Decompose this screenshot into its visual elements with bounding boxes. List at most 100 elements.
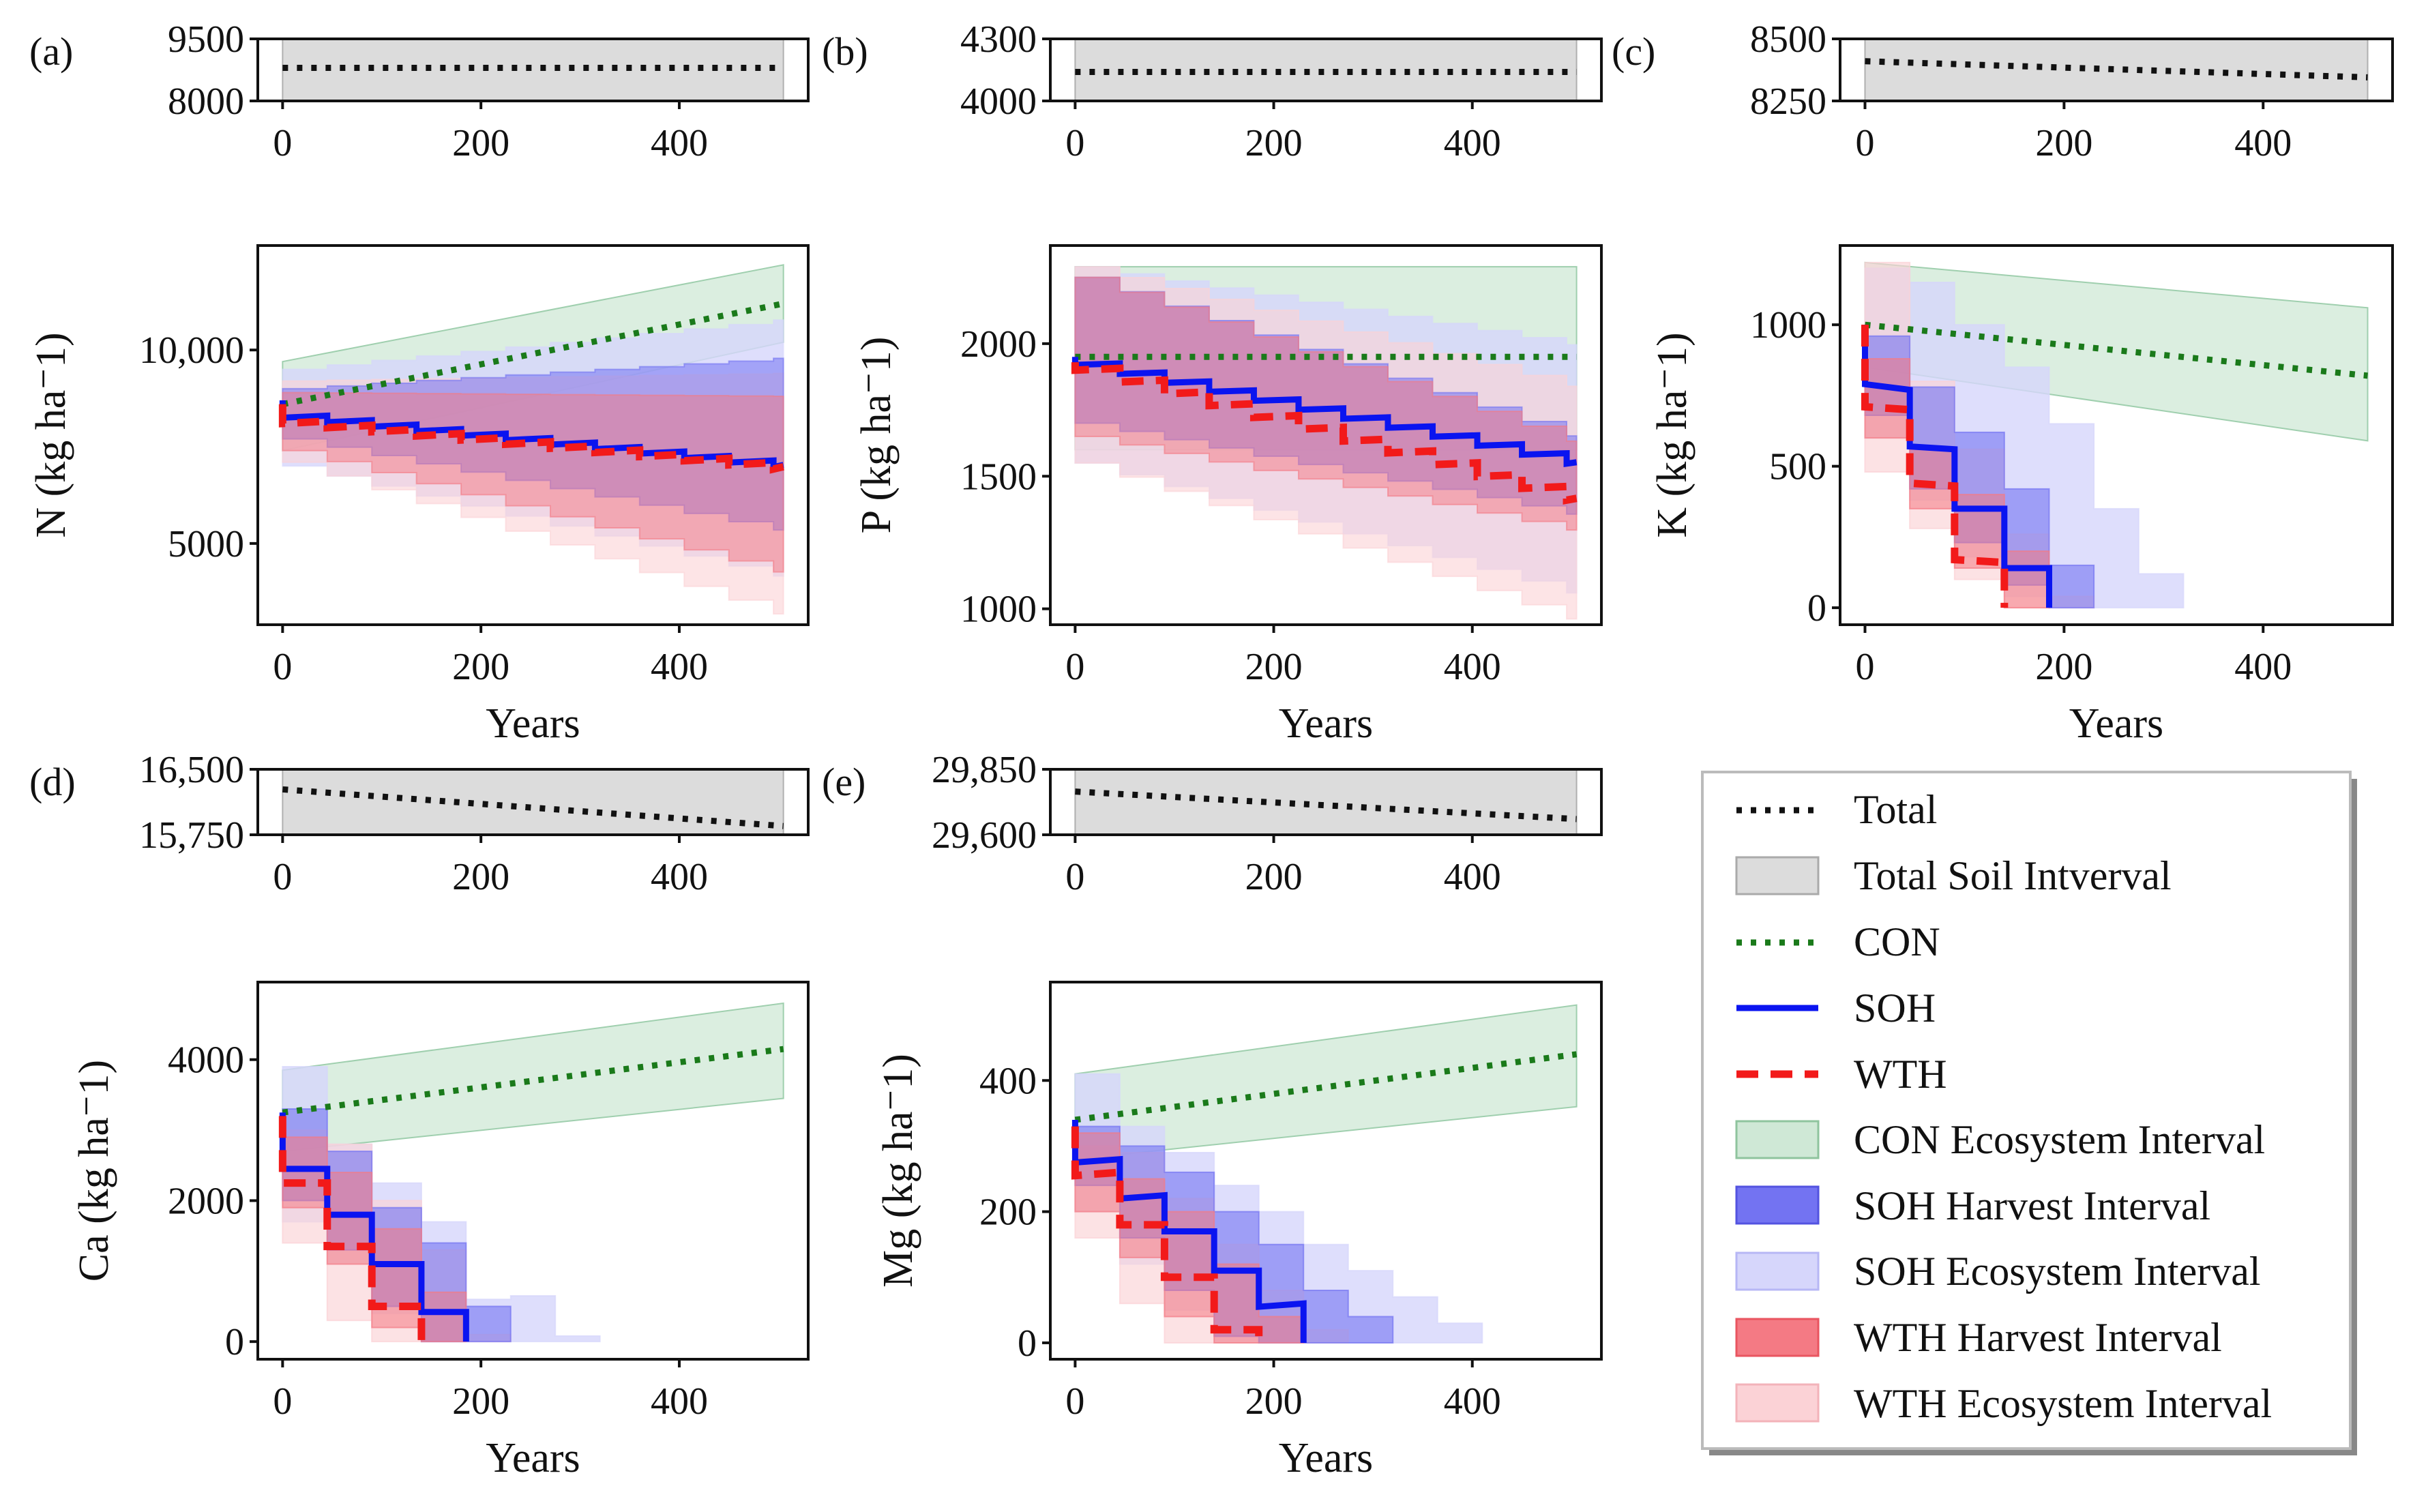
legend-con-label: CON — [1854, 919, 1940, 964]
top-x-tick-label: 200 — [2035, 122, 2092, 164]
x-tick-label: 0 — [1065, 646, 1084, 688]
x-axis-label: Years — [1279, 1435, 1373, 1481]
y-tick-label: 400 — [979, 1060, 1037, 1102]
top-y-tick-label: 29,600 — [932, 814, 1037, 857]
legend-wth-harvest-swatch — [1735, 1318, 1820, 1357]
main-axes-frame — [256, 981, 810, 1361]
plot-area — [278, 1002, 784, 1343]
y-tick-label: 1000 — [1750, 304, 1826, 346]
legend-con-eco-label: CON Ecosystem Interval — [1854, 1117, 2265, 1162]
legend-total-interval-label: Total Soil Intverval — [1854, 853, 2172, 898]
x-tick-label: 400 — [1444, 646, 1501, 688]
legend-soh-harvest-label: SOH Harvest Interval — [1854, 1183, 2210, 1228]
plot-area — [1071, 1004, 1578, 1344]
wth-harvest-band — [282, 391, 784, 573]
top-axes-frame — [256, 768, 810, 836]
x-tick-label: 0 — [1065, 1380, 1084, 1423]
top-y-tick-label: 4300 — [960, 18, 1037, 61]
total-soil-band — [1864, 38, 2369, 102]
legend-wth-eco-label: WTH Ecosystem Interval — [1854, 1381, 2272, 1426]
legend-con-eco-swatch — [1735, 1120, 1820, 1159]
top-x-tick-label: 0 — [1065, 122, 1084, 164]
top-x-tick-label: 400 — [2234, 122, 2292, 164]
y-axis-label: K (kg ha⁻1) — [1649, 332, 1696, 537]
top-x-tick-label: 400 — [651, 856, 708, 898]
top-x-tick-label: 400 — [1444, 856, 1501, 898]
top-axes-frame — [256, 38, 810, 102]
total-soil-band — [282, 769, 784, 835]
plot-area — [1861, 261, 2369, 609]
y-axis-label: P (kg ha⁻1) — [853, 337, 900, 534]
con-ecosystem-band — [282, 1002, 784, 1153]
top-x-tick-label: 200 — [452, 122, 509, 164]
legend-wth-eco-swatch — [1735, 1383, 1820, 1423]
panel-label: (b) — [822, 29, 868, 74]
wth-line — [278, 1116, 426, 1342]
x-axis-label: Years — [486, 700, 580, 747]
top-y-tick-label: 8500 — [1750, 18, 1826, 61]
x-tick-label: 400 — [1444, 1380, 1501, 1423]
legend-wth-harvest-label: WTH Harvest Interval — [1854, 1315, 2222, 1360]
top-x-tick-label: 0 — [273, 856, 292, 898]
main-axes-frame — [1049, 981, 1603, 1361]
panel-label: (c) — [1612, 29, 1655, 74]
y-tick-label: 0 — [1018, 1322, 1037, 1365]
panel-p: 4300 4000 0 200 400 (b) 2000 1500 1000 0 200 400 Yea… — [822, 18, 1603, 747]
x-tick-label: 200 — [452, 1380, 509, 1423]
top-x-tick-label: 200 — [452, 856, 509, 898]
x-tick-label: 200 — [1245, 1380, 1303, 1423]
y-tick-label: 200 — [979, 1191, 1037, 1234]
legend-total-interval-swatch — [1735, 856, 1820, 895]
wth-line — [1071, 362, 1578, 505]
soh-line — [1071, 1119, 1307, 1343]
y-axis-label: Ca (kg ha⁻1) — [71, 1060, 117, 1281]
y-tick-label: 5000 — [168, 523, 244, 565]
y-axis-label: Mg (kg ha⁻1) — [875, 1054, 921, 1288]
x-tick-label: 200 — [452, 646, 509, 688]
x-tick-label: 0 — [1855, 646, 1874, 688]
wth-line — [278, 404, 784, 474]
top-x-tick-label: 0 — [1855, 122, 1874, 164]
legend-total-label: Total — [1854, 787, 1937, 832]
wth-line — [1861, 325, 2009, 608]
soh-line — [1071, 357, 1578, 467]
top-axes-frame — [1049, 38, 1603, 102]
x-tick-label: 200 — [2035, 646, 2092, 688]
legend-wth-label: WTH — [1854, 1052, 1947, 1097]
top-axes-frame — [1839, 38, 2394, 102]
panel-label: (e) — [822, 760, 865, 804]
top-x-tick-label: 400 — [651, 122, 708, 164]
y-tick-label: 4000 — [168, 1039, 244, 1082]
y-tick-label: 1000 — [960, 589, 1037, 631]
plot-area — [1071, 266, 1578, 620]
top-y-tick-label: 15,750 — [139, 814, 244, 857]
x-tick-label: 400 — [651, 1380, 708, 1423]
con-line — [282, 1046, 784, 1116]
top-axes-frame — [1049, 768, 1603, 836]
x-tick-label: 0 — [273, 646, 292, 688]
plot-area — [278, 264, 784, 615]
legend-soh-eco-label: SOH Ecosystem Interval — [1854, 1249, 2261, 1294]
top-y-tick-label: 8250 — [1750, 80, 1826, 123]
y-tick-label: 10,000 — [139, 329, 244, 372]
x-axis-label: Years — [486, 1435, 580, 1481]
top-x-tick-label: 200 — [1245, 122, 1303, 164]
panel-label: (d) — [29, 760, 76, 804]
wth-line — [1071, 1126, 1263, 1343]
y-tick-label: 0 — [225, 1321, 244, 1363]
main-axes-frame — [1049, 244, 1603, 626]
total-line — [1865, 58, 2368, 80]
y-tick-label: 0 — [1807, 587, 1826, 629]
top-y-tick-label: 9500 — [168, 18, 244, 61]
top-y-tick-label: 29,850 — [932, 749, 1037, 791]
total-line — [1075, 788, 1577, 822]
y-tick-label: 500 — [1769, 446, 1826, 488]
legend-soh-eco-swatch — [1735, 1251, 1820, 1291]
top-x-tick-label: 0 — [273, 122, 292, 164]
soh-line — [1861, 325, 2052, 608]
